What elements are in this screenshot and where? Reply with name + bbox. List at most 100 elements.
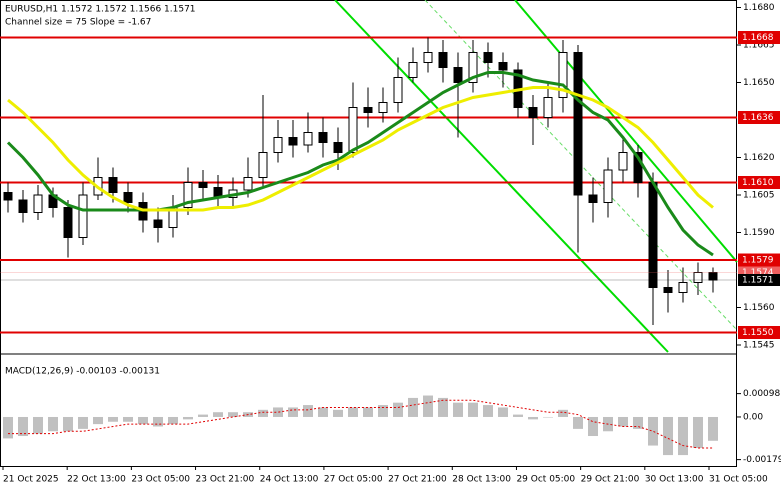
macd-bar: [288, 407, 298, 417]
macd-bar: [693, 416, 703, 448]
candle-body: [453, 67, 463, 83]
candle-body: [588, 194, 598, 203]
candle-body: [273, 137, 283, 153]
x-tick-label: 27 Oct 05:00: [324, 475, 383, 485]
macd-bar: [633, 416, 643, 429]
candle-body: [378, 102, 388, 113]
macd-bar: [708, 416, 718, 441]
level-tag: [738, 111, 780, 124]
y-tick-label: 0.00098: [743, 389, 780, 399]
level-label: 1.1610: [742, 178, 774, 188]
macd-bar: [138, 416, 148, 425]
candle-body: [543, 97, 553, 118]
macd-bar: [483, 405, 493, 417]
macd-bar: [33, 416, 43, 434]
y-tick-label: 1.1650: [743, 78, 775, 88]
channel-upper: [514, 0, 738, 263]
macd-bar: [588, 416, 598, 437]
candle-body: [408, 62, 418, 78]
chart-subtitle: Channel size = 75 Slope = -1.67: [5, 18, 151, 28]
x-tick-label: 23 Oct 21:00: [196, 475, 255, 485]
x-tick-label: 27 Oct 21:00: [388, 475, 447, 485]
x-tick-label: 28 Oct 13:00: [452, 475, 511, 485]
candle-body: [33, 194, 43, 213]
macd-signal: [8, 399, 713, 449]
macd-bar: [408, 397, 418, 417]
candle-body: [573, 52, 583, 196]
macd-bar: [18, 416, 28, 437]
x-tick-label: 29 Oct 05:00: [516, 475, 575, 485]
macd-bar: [573, 416, 583, 429]
plot-frame: [0, 0, 737, 467]
macd-bar: [78, 416, 88, 429]
y-tick-label: 1.1545: [743, 341, 775, 351]
y-tick-label: 1.1560: [743, 303, 775, 313]
candle-body: [348, 107, 358, 153]
macd-bar: [333, 409, 343, 417]
level-tag: [738, 326, 780, 339]
macd-bar: [183, 416, 193, 420]
level-label: 1.1636: [742, 113, 774, 123]
macd-bar: [228, 412, 238, 417]
candle-body: [423, 52, 433, 63]
level-tag: [738, 176, 780, 189]
macd-bar: [648, 416, 658, 446]
candle-body: [123, 192, 133, 203]
candle-body: [708, 272, 718, 281]
level-tag: [738, 253, 780, 267]
candle-body: [78, 194, 88, 238]
candle-body: [528, 107, 538, 118]
macd-bar: [153, 416, 163, 427]
candle-body: [108, 177, 118, 193]
candle-body: [663, 287, 673, 293]
macd-bar: [528, 416, 538, 420]
candle-body: [558, 52, 568, 98]
candle-body: [498, 62, 508, 71]
macd-bar: [318, 407, 328, 417]
macd-bar: [663, 416, 673, 456]
macd-bar: [468, 402, 478, 417]
candle-body: [603, 169, 613, 203]
chart-title: EURUSD,H1 1.1572 1.1572 1.1566 1.1571: [5, 5, 196, 15]
macd-bar: [543, 416, 553, 418]
candle-body: [63, 207, 73, 238]
macd-bar: [393, 402, 403, 417]
candle-body: [243, 177, 253, 191]
candle-body: [618, 152, 628, 171]
candle-body: [393, 77, 403, 103]
macd-bar: [618, 416, 628, 427]
macd-bar: [63, 416, 73, 432]
candle-body: [693, 272, 703, 283]
macd-bar: [348, 407, 358, 417]
candle-body: [333, 142, 343, 153]
level-label: 1.1550: [742, 328, 774, 338]
macd-bar: [168, 416, 178, 425]
moving-average: [7, 86, 714, 212]
price-panel: 1.1680 1.1665 1.1650 1.1620 1.1605 1.1590 1.15…: [0, 3, 780, 485]
y-tick-label: 0.00: [743, 412, 763, 422]
candle-body: [258, 152, 268, 178]
macd-bar: [423, 395, 433, 417]
candle-body: [483, 52, 493, 63]
channel-lower: [334, 0, 669, 353]
macd-bar: [273, 407, 283, 417]
macd-bar: [453, 402, 463, 417]
candle-body: [678, 282, 688, 293]
macd-bar: [108, 416, 118, 422]
macd-bar: [378, 405, 388, 417]
macd-bar: [438, 397, 448, 417]
macd-bar: [513, 414, 523, 417]
macd-title: MACD(12,26,9) -0.00103 -0.00131: [5, 367, 160, 377]
x-tick-label: 31 Oct 05:00: [709, 475, 768, 485]
macd-bar: [258, 409, 268, 417]
x-tick-label: 23 Oct 05:00: [131, 475, 190, 485]
macd-bar: [303, 405, 313, 417]
macd-bar: [498, 407, 508, 417]
candle-body: [288, 137, 298, 146]
candle-body: [318, 132, 328, 143]
candle-body: [153, 219, 163, 228]
level-tag: [738, 31, 780, 44]
macd-bar: [123, 416, 133, 422]
y-tick-label: -0.00179: [743, 455, 781, 465]
